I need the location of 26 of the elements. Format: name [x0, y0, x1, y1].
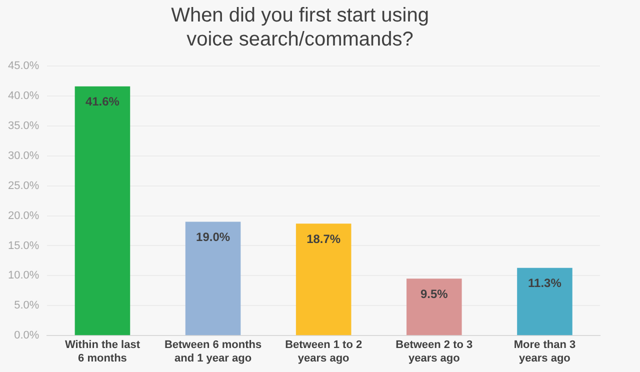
y-tick-label: 45.0%	[8, 60, 40, 72]
y-tick-label: 20.0%	[8, 210, 40, 222]
data-label: 19.0%	[196, 230, 230, 244]
y-tick-label: 5.0%	[14, 300, 40, 312]
bar	[185, 222, 241, 336]
x-tick-label: Between 1 to 2 years ago	[285, 339, 362, 364]
x-tick-label: Within the last 6 months	[64, 339, 140, 364]
y-tick-label: 30.0%	[8, 150, 40, 162]
bar	[296, 224, 352, 336]
bar	[517, 268, 572, 336]
x-tick-label: More than 3 years ago	[514, 339, 576, 364]
y-tick-label: 0.0%	[14, 330, 40, 342]
bar	[406, 278, 462, 336]
y-tick-label: 25.0%	[8, 180, 40, 192]
data-label: 11.3%	[528, 276, 562, 290]
y-tick-label: 10.0%	[8, 270, 40, 282]
data-label: 41.6%	[85, 94, 120, 109]
y-tick-label: 40.0%	[8, 90, 40, 102]
y-tick-label: 15.0%	[8, 240, 40, 252]
x-tick-label: Between 2 to 3 years ago	[396, 339, 473, 364]
data-label: 18.7%	[306, 232, 341, 246]
chart-title: When did you first start using voice search/commands?	[171, 4, 429, 51]
bar	[74, 86, 130, 336]
y-tick-label: 35.0%	[8, 120, 40, 132]
data-label: 9.5%	[420, 286, 448, 301]
x-tick-label: Between 6 months and 1 year ago	[164, 339, 262, 364]
